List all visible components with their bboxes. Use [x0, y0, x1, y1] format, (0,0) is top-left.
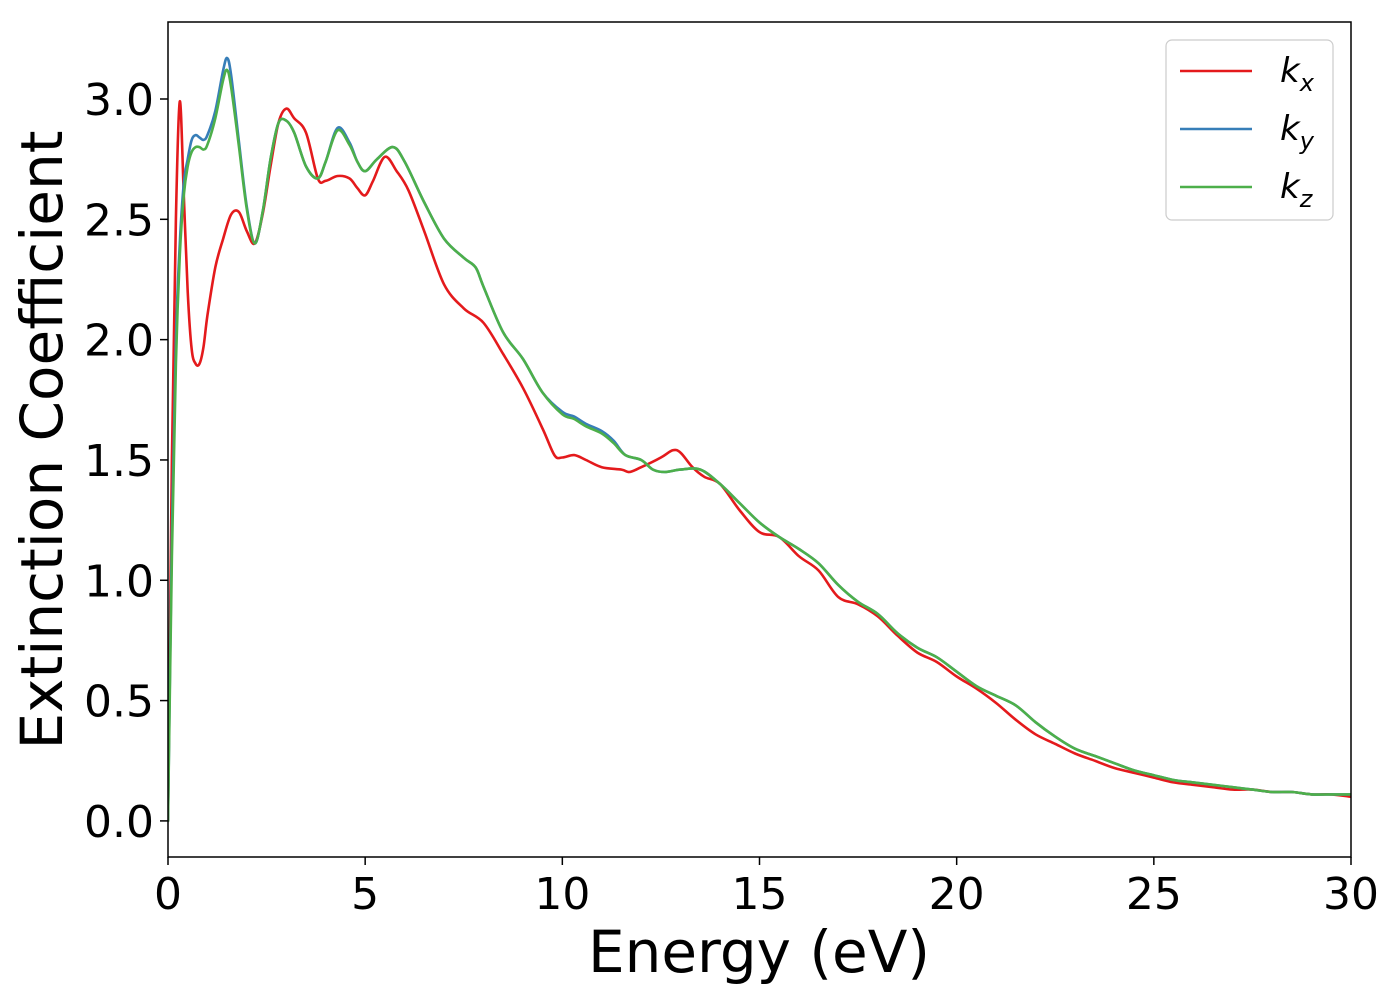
x-tick-label: 5 — [351, 869, 379, 920]
series-line-kz — [168, 68, 1351, 823]
y-tick-label: 1.0 — [84, 556, 154, 607]
x-tick-label: 30 — [1323, 869, 1379, 920]
x-axis-ticks: 0 5 10 15 20 25 30 — [154, 857, 1379, 920]
series-line-kx — [168, 100, 1351, 823]
y-axis-label: Extinction Coefficient — [8, 131, 76, 750]
y-tick-label: 2.5 — [84, 195, 154, 246]
y-tick-label: 3.0 — [84, 75, 154, 126]
y-axis-ticks: 0.0 0.5 1.0 1.5 2.0 2.5 3.0 — [84, 75, 168, 848]
series-layer — [168, 56, 1351, 823]
y-tick-label: 1.5 — [84, 436, 154, 487]
x-tick-label: 20 — [929, 869, 985, 920]
y-tick-label: 0.0 — [84, 797, 154, 848]
y-tick-label: 2.0 — [84, 316, 154, 367]
x-tick-label: 10 — [534, 869, 590, 920]
x-tick-label: 25 — [1126, 869, 1182, 920]
x-tick-label: 15 — [732, 869, 788, 920]
x-axis-label: Energy (eV) — [588, 918, 930, 986]
x-tick-label: 0 — [154, 869, 182, 920]
y-tick-label: 0.5 — [84, 677, 154, 728]
